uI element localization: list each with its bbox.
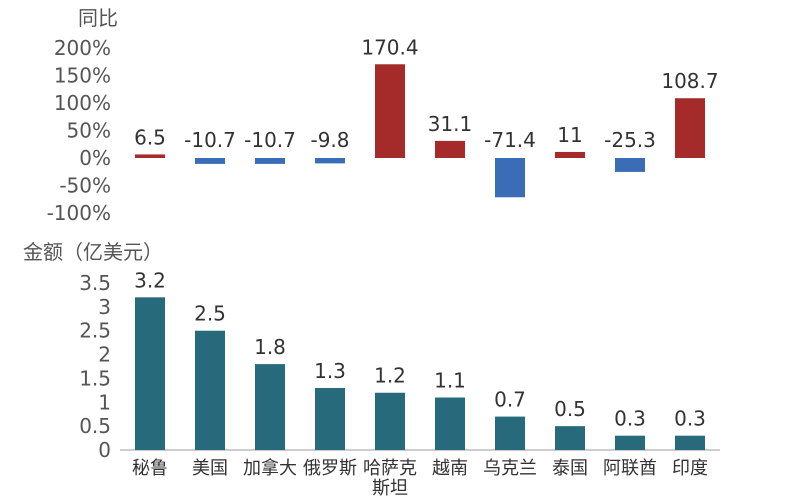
- top-y-tick-label: -50%: [59, 174, 111, 198]
- bottom-data-label: 0.7: [494, 388, 526, 412]
- top-y-tick-label: 0%: [79, 146, 111, 170]
- bottom-y-tick-label: 0.5: [79, 414, 111, 438]
- bottom-data-label: 0.5: [554, 397, 586, 421]
- bottom-bar: [495, 416, 525, 450]
- x-tick-label: 阿联酋: [603, 458, 657, 479]
- bottom-bar: [435, 397, 465, 450]
- x-tick-label: 印度: [672, 458, 708, 479]
- bottom-data-label: 1.1: [434, 369, 466, 393]
- bottom-bar: [255, 364, 285, 450]
- x-tick-label: 秘鲁: [132, 458, 168, 479]
- bottom-y-tick-label: 3.5: [79, 271, 111, 295]
- bottom-y-tick-label: 0: [98, 438, 111, 462]
- top-bar: [435, 140, 465, 158]
- bottom-y-tick-label: 2.5: [79, 319, 111, 343]
- top-bar: [195, 158, 225, 164]
- x-tick-label: 俄罗斯: [303, 458, 357, 479]
- bottom-data-label: 0.3: [614, 407, 646, 431]
- top-y-tick-label: -100%: [47, 201, 111, 225]
- bottom-bar: [135, 297, 165, 450]
- top-bar: [495, 158, 525, 198]
- bottom-bar: [315, 387, 345, 450]
- top-data-label: 11: [557, 123, 582, 147]
- top-bar: [615, 158, 645, 172]
- top-bar: [315, 158, 345, 164]
- x-tick-label: 哈萨克斯坦: [363, 458, 417, 499]
- bottom-bar: [195, 330, 225, 450]
- top-data-label: -25.3: [604, 128, 656, 152]
- top-data-label: 108.7: [661, 69, 718, 93]
- top-bar: [555, 151, 585, 158]
- x-tick-label: 美国: [192, 458, 228, 479]
- top-data-label: -9.8: [310, 128, 349, 152]
- top-y-axis-title: 同比: [78, 6, 118, 30]
- x-tick-label: 加拿大: [243, 457, 297, 479]
- bottom-y-tick-label: 2: [98, 343, 111, 367]
- top-y-tick-label: 100%: [54, 91, 111, 115]
- bottom-bar: [615, 435, 645, 450]
- top-bar: [675, 98, 705, 158]
- bottom-bar: [555, 426, 585, 450]
- bottom-y-tick-label: 3: [98, 295, 111, 319]
- bottom-y-axis-title: 金额（亿美元）: [23, 240, 163, 264]
- top-data-label: -10.7: [244, 128, 296, 152]
- x-tick-label: 泰国: [552, 458, 588, 479]
- bottom-data-label: 0.3: [674, 407, 706, 431]
- x-tick-label: 越南: [432, 458, 468, 479]
- top-bar: [375, 64, 405, 158]
- top-data-label: 6.5: [134, 125, 166, 149]
- top-y-tick-label: 200%: [54, 36, 111, 60]
- x-tick-label: 乌克兰: [483, 458, 537, 479]
- bottom-data-label: 3.2: [134, 268, 166, 292]
- top-data-label: 31.1: [428, 112, 473, 136]
- bottom-data-label: 1.2: [374, 364, 406, 388]
- top-y-tick-label: 150%: [54, 64, 111, 88]
- bottom-y-tick-label: 1: [98, 390, 111, 414]
- bottom-bar: [675, 435, 705, 450]
- bottom-y-tick-label: 1.5: [79, 366, 111, 390]
- top-bar: [135, 154, 165, 158]
- bottom-bar: [375, 392, 405, 450]
- top-data-label: 170.4: [361, 35, 418, 59]
- top-data-label: -71.4: [484, 128, 536, 152]
- top-data-label: -10.7: [184, 128, 236, 152]
- bottom-data-label: 2.5: [194, 302, 226, 326]
- bottom-data-label: 1.8: [254, 335, 286, 359]
- bottom-data-label: 1.3: [314, 359, 346, 383]
- top-bar: [255, 158, 285, 164]
- top-y-tick-label: 50%: [67, 119, 111, 143]
